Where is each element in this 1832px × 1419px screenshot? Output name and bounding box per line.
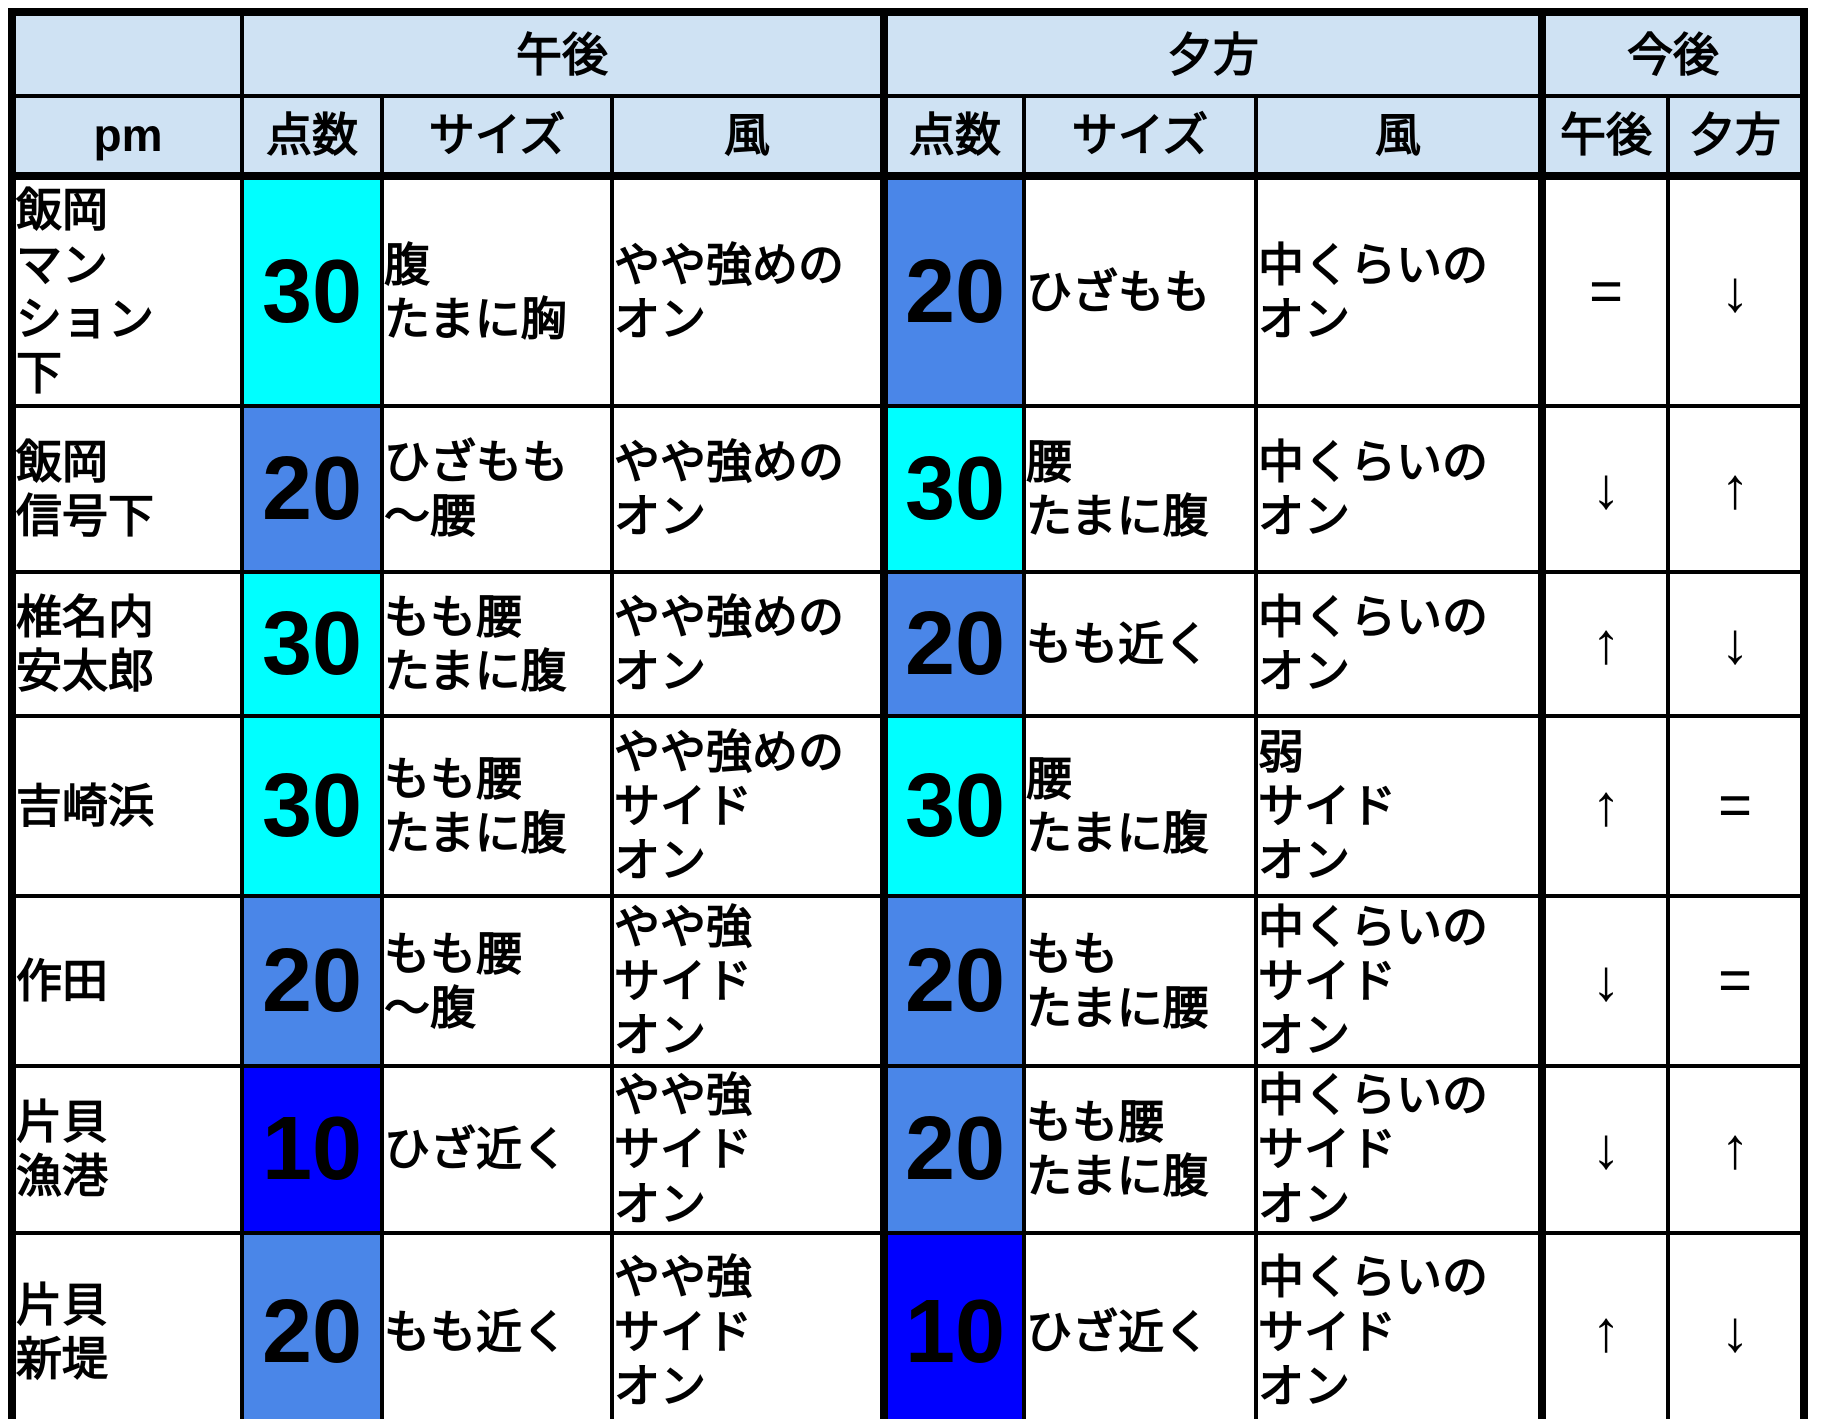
pm-size-cell: もも近く <box>380 1230 614 1419</box>
evening-score-cell: 10 <box>880 1230 1026 1419</box>
header-evening-score: 点数 <box>880 94 1026 180</box>
evening-score-cell: 20 <box>880 174 1026 408</box>
evening-wind-cell: 中くらいの サイド オン <box>1254 1064 1544 1235</box>
header-evening-section: 夕方 <box>880 10 1544 98</box>
pm-wind-cell: やや強めの オン <box>610 174 886 408</box>
outlook-pm-cell: = <box>1538 174 1670 408</box>
pm-size-cell: 腹 たまに胸 <box>380 174 614 408</box>
pm-score-cell: 30 <box>240 174 384 408</box>
table-row: 片貝 新堤 20 もも近く やや強 サイド オン 10 ひざ近く 中くらいの サ… <box>10 1230 1806 1419</box>
outlook-pm-cell: ↑ <box>1538 1230 1670 1419</box>
outlook-evening-cell: ↓ <box>1666 570 1806 718</box>
pm-size-cell: もも腰 ～腹 <box>380 894 614 1068</box>
location-cell: 片貝 新堤 <box>10 1230 244 1419</box>
header-outlook-section: 今後 <box>1538 10 1806 98</box>
pm-wind-cell: やや強めの サイド オン <box>610 714 886 898</box>
outlook-evening-cell: ↑ <box>1666 404 1806 574</box>
evening-wind-cell: 中くらいの サイド オン <box>1254 1230 1544 1419</box>
pm-score-cell: 20 <box>240 404 384 574</box>
corner-cell <box>10 10 244 98</box>
header-afternoon-wind: 風 <box>610 94 886 180</box>
evening-size-cell: ひざ近く <box>1022 1230 1258 1419</box>
pm-score-cell: 30 <box>240 714 384 898</box>
location-cell: 片貝 漁港 <box>10 1064 244 1235</box>
pm-score-cell: 20 <box>240 1230 384 1419</box>
evening-wind-cell: 中くらいの オン <box>1254 404 1544 574</box>
pm-score-cell: 20 <box>240 894 384 1068</box>
header-afternoon-section: 午後 <box>240 10 886 98</box>
pm-size-cell: もも腰 たまに腹 <box>380 714 614 898</box>
evening-wind-cell: 中くらいの サイド オン <box>1254 894 1544 1068</box>
table-row: 飯岡 信号下 20 ひざもも ～腰 やや強めの オン 30 腰 たまに腹 中くら… <box>10 404 1806 574</box>
outlook-evening-cell: ↓ <box>1666 174 1806 408</box>
location-cell: 作田 <box>10 894 244 1068</box>
outlook-evening-cell: ↓ <box>1666 1230 1806 1419</box>
evening-score-cell: 20 <box>880 1064 1026 1235</box>
outlook-pm-cell: ↓ <box>1538 894 1670 1068</box>
pm-wind-cell: やや強 サイド オン <box>610 894 886 1068</box>
evening-size-cell: もも たまに腰 <box>1022 894 1258 1068</box>
outlook-evening-cell: = <box>1666 894 1806 1068</box>
outlook-evening-cell: = <box>1666 714 1806 898</box>
evening-score-cell: 30 <box>880 404 1026 574</box>
header-afternoon-size: サイズ <box>380 94 614 180</box>
pm-score-cell: 30 <box>240 570 384 718</box>
pm-size-cell: ひざもも ～腰 <box>380 404 614 574</box>
table-header: 午後 夕方 今後 pm 点数 サイズ 風 点数 サイズ 風 午後 夕方 <box>10 10 1806 180</box>
table-body: 飯岡 マン ション 下 30 腹 たまに胸 やや強めの オン 20 ひざもも 中… <box>10 174 1806 1419</box>
outlook-pm-cell: ↓ <box>1538 1064 1670 1235</box>
location-cell: 椎名内 安太郎 <box>10 570 244 718</box>
header-column-row: pm 点数 サイズ 風 点数 サイズ 風 午後 夕方 <box>10 94 1806 180</box>
evening-score-cell: 30 <box>880 714 1026 898</box>
header-group-row: 午後 夕方 今後 <box>10 10 1806 98</box>
outlook-pm-cell: ↑ <box>1538 714 1670 898</box>
table-row: 飯岡 マン ション 下 30 腹 たまに胸 やや強めの オン 20 ひざもも 中… <box>10 174 1806 408</box>
evening-wind-cell: 弱 サイド オン <box>1254 714 1544 898</box>
pm-size-cell: ひざ近く <box>380 1064 614 1235</box>
location-cell: 飯岡 マン ション 下 <box>10 174 244 408</box>
evening-size-cell: もも腰 たまに腹 <box>1022 1064 1258 1235</box>
outlook-evening-cell: ↑ <box>1666 1064 1806 1235</box>
evening-wind-cell: 中くらいの オン <box>1254 174 1544 408</box>
evening-score-cell: 20 <box>880 894 1026 1068</box>
location-cell: 飯岡 信号下 <box>10 404 244 574</box>
header-afternoon-score: 点数 <box>240 94 384 180</box>
pm-wind-cell: やや強めの オン <box>610 404 886 574</box>
evening-wind-cell: 中くらいの オン <box>1254 570 1544 718</box>
evening-size-cell: 腰 たまに腹 <box>1022 714 1258 898</box>
pm-wind-cell: やや強 サイド オン <box>610 1230 886 1419</box>
location-cell: 吉崎浜 <box>10 714 244 898</box>
surf-report-table: 午後 夕方 今後 pm 点数 サイズ 風 点数 サイズ 風 午後 夕方 飯岡 マ… <box>8 8 1808 1419</box>
pm-wind-cell: やや強 サイド オン <box>610 1064 886 1235</box>
evening-size-cell: 腰 たまに腹 <box>1022 404 1258 574</box>
outlook-pm-cell: ↑ <box>1538 570 1670 718</box>
header-evening-size: サイズ <box>1022 94 1258 180</box>
header-outlook-pm: 午後 <box>1538 94 1670 180</box>
table-row: 片貝 漁港 10 ひざ近く やや強 サイド オン 20 もも腰 たまに腹 中くら… <box>10 1064 1806 1235</box>
evening-size-cell: ひざもも <box>1022 174 1258 408</box>
table-row: 吉崎浜 30 もも腰 たまに腹 やや強めの サイド オン 30 腰 たまに腹 弱… <box>10 714 1806 898</box>
table-row: 椎名内 安太郎 30 もも腰 たまに腹 やや強めの オン 20 もも近く 中くら… <box>10 570 1806 718</box>
pm-score-cell: 10 <box>240 1064 384 1235</box>
evening-size-cell: もも近く <box>1022 570 1258 718</box>
header-pm: pm <box>10 94 244 180</box>
pm-size-cell: もも腰 たまに腹 <box>380 570 614 718</box>
header-evening-wind: 風 <box>1254 94 1544 180</box>
evening-score-cell: 20 <box>880 570 1026 718</box>
header-outlook-evening: 夕方 <box>1666 94 1806 180</box>
outlook-pm-cell: ↓ <box>1538 404 1670 574</box>
table-row: 作田 20 もも腰 ～腹 やや強 サイド オン 20 もも たまに腰 中くらいの… <box>10 894 1806 1068</box>
pm-wind-cell: やや強めの オン <box>610 570 886 718</box>
